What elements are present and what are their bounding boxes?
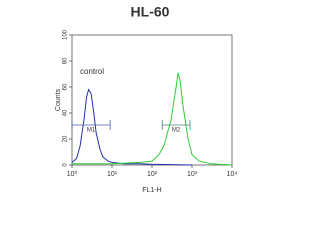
- y-tick-label: 80: [63, 57, 69, 64]
- y-tick-label: 0: [63, 163, 69, 167]
- annotation: control: [80, 67, 104, 76]
- y-tick-label: 40: [63, 109, 69, 116]
- y-axis-label: Counts: [55, 88, 62, 111]
- x-tick-label: 10³: [187, 171, 198, 178]
- x-axis-label: FL1-H: [142, 187, 161, 194]
- histogram-line: [71, 88, 193, 166]
- y-tick-label: 20: [63, 135, 69, 142]
- y-tick-label: 100: [63, 29, 69, 40]
- x-tick-label: 10¹: [107, 171, 118, 178]
- x-tick-label: 10²: [147, 171, 158, 178]
- x-tick-label: 10⁰: [67, 170, 78, 178]
- gate-label: M1: [87, 128, 96, 134]
- page: HL-60 control FL1-H Counts 0 20 40 60 80 100 1…: [54, 3, 238, 194]
- y-tick-label: 60: [63, 83, 69, 90]
- x-tick-label: 10⁴: [227, 171, 238, 178]
- gate-label: M2: [172, 128, 181, 134]
- chart: HL-60 control FL1-H Counts 0 20 40 60 80 100 1…: [55, 4, 238, 194]
- plot-frame: [71, 34, 233, 166]
- histogram-line: [72, 72, 233, 166]
- chart-title: HL-60: [131, 4, 170, 20]
